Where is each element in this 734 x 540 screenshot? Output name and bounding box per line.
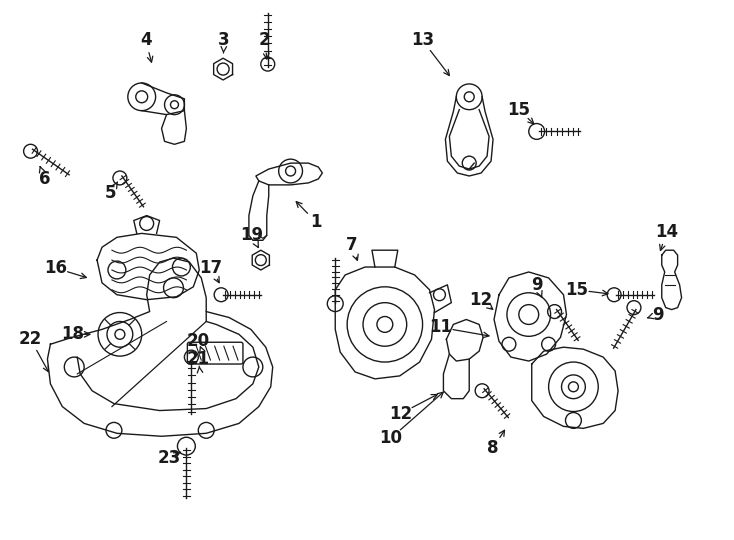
Text: 7: 7 [346,237,358,254]
Text: 13: 13 [411,31,434,49]
Text: 1: 1 [310,213,322,232]
Text: 10: 10 [379,429,402,447]
Text: 9: 9 [531,276,542,294]
Text: 8: 8 [487,439,499,457]
Text: 21: 21 [186,350,210,368]
Text: 18: 18 [61,325,84,343]
Text: 5: 5 [105,184,117,202]
Text: 23: 23 [158,449,181,467]
Text: 20: 20 [186,332,210,350]
Text: 4: 4 [140,31,151,49]
Text: 12: 12 [470,291,493,309]
Text: 19: 19 [240,226,264,245]
Text: 17: 17 [200,259,222,277]
Text: 11: 11 [429,319,452,336]
Text: 15: 15 [507,100,531,119]
Text: 15: 15 [565,281,588,299]
Text: 6: 6 [39,170,50,188]
Text: 2: 2 [259,31,271,49]
Text: 3: 3 [218,31,230,49]
Text: 9: 9 [652,306,664,323]
Text: 14: 14 [655,224,678,241]
Text: 16: 16 [44,259,67,277]
Text: 22: 22 [19,330,42,348]
Text: 12: 12 [389,404,413,422]
